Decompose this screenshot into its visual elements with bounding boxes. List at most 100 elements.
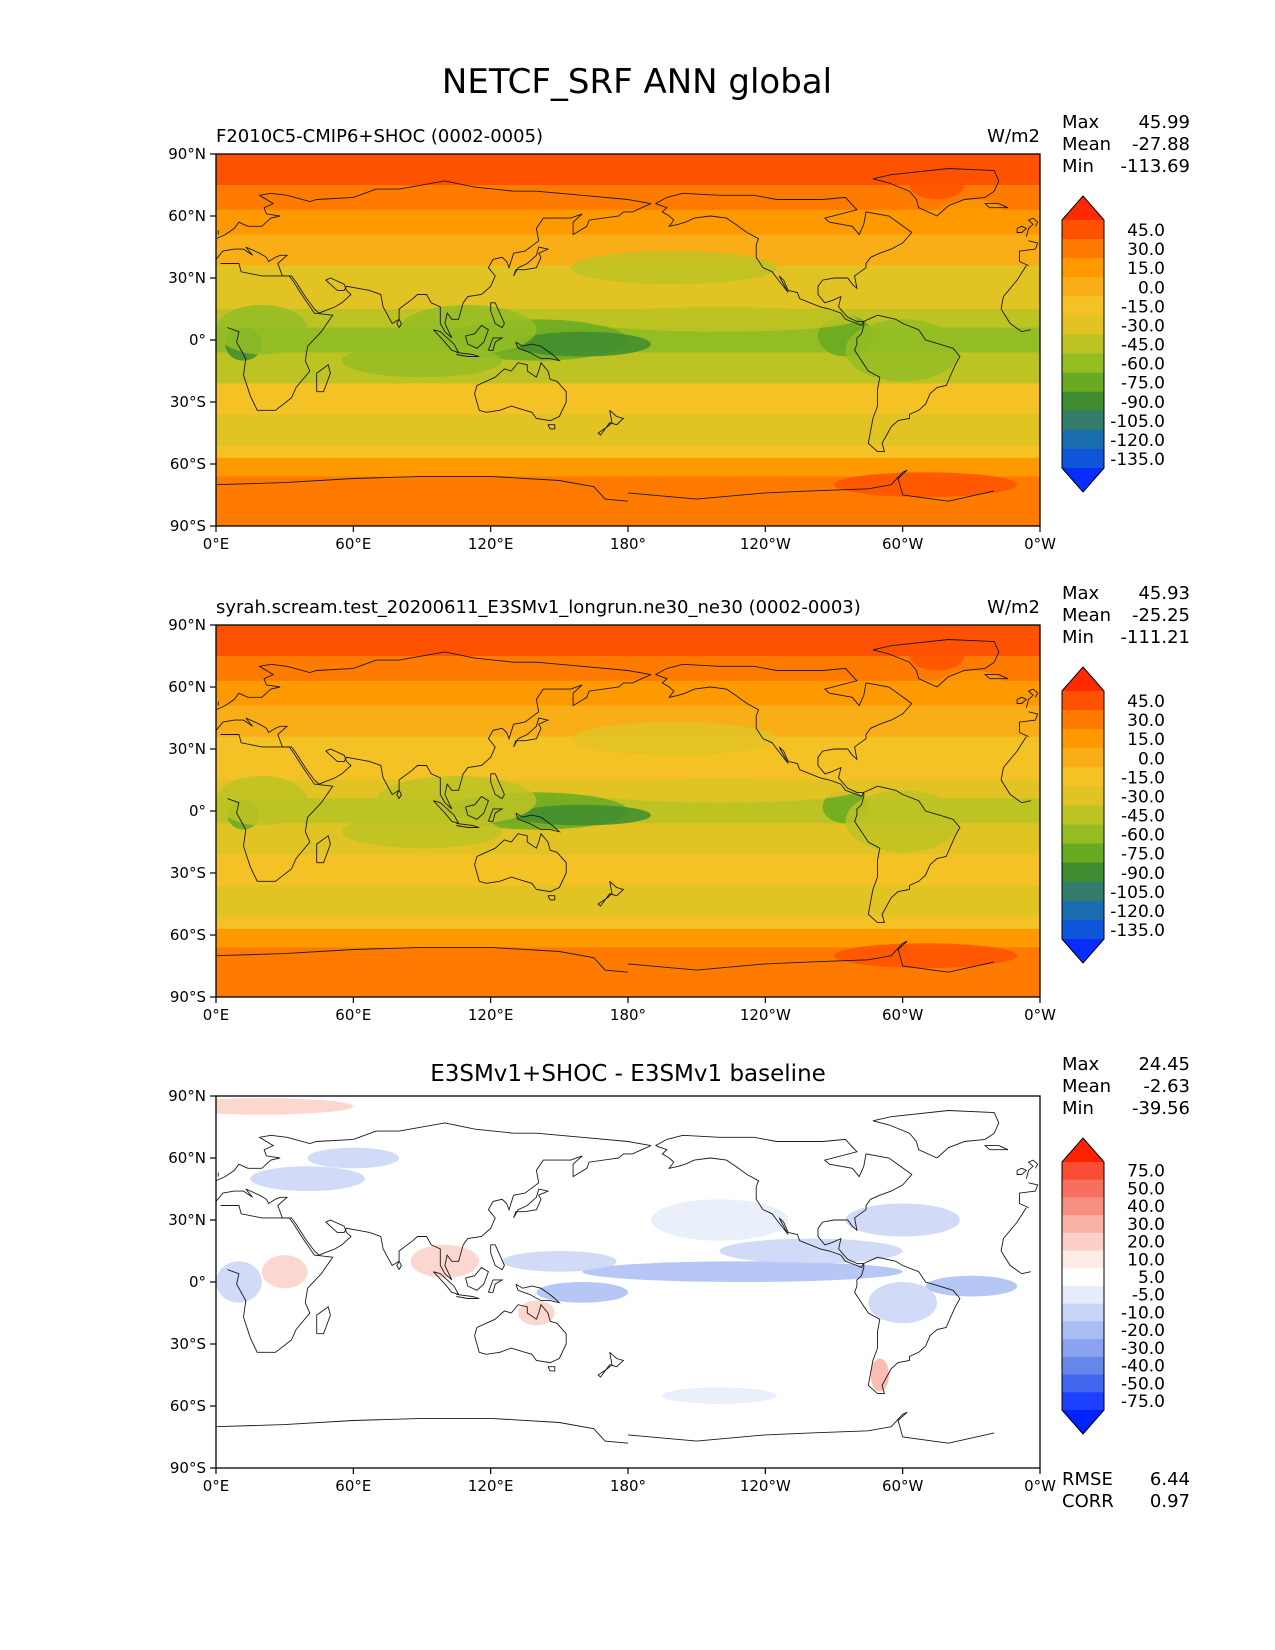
- colorbar-tick-label: -15.0: [1121, 297, 1165, 317]
- colorbar-tick-label: 20.0: [1127, 1233, 1165, 1253]
- coastlines: [216, 168, 1039, 502]
- y-axis: 90°N 60°N 30°N 0° 30°S 60°S 90°S: [168, 1087, 216, 1477]
- x-tick-label: 120°W: [740, 1477, 791, 1495]
- colorbar-segment: [1062, 1232, 1104, 1252]
- x-tick-label: 180°: [610, 1477, 646, 1495]
- colorbar-tick-label: -120.0: [1110, 431, 1165, 451]
- y-tick-label: 30°S: [170, 393, 206, 411]
- stat-label: Min: [1062, 156, 1094, 177]
- colorbar-tick-label: -30.0: [1121, 1339, 1165, 1359]
- y-tick-label: 60°N: [168, 678, 206, 696]
- y-tick-label: 90°N: [168, 616, 206, 634]
- colorbar-tick-label: -90.0: [1121, 393, 1165, 413]
- colorbar-extend-min: [1062, 1410, 1104, 1434]
- colorbar-segment: [1062, 691, 1104, 711]
- stat-value: -113.69: [1121, 156, 1190, 177]
- colorbar-segment: [1062, 900, 1104, 921]
- y-tick-label: 60°S: [170, 1397, 206, 1415]
- colorbar-segment: [1062, 786, 1104, 806]
- colorbar-segment: [1062, 1215, 1104, 1234]
- panel-title: E3SMv1+SHOC - E3SMv1 baseline: [430, 1061, 826, 1087]
- x-tick-label: 0°E: [203, 1006, 230, 1024]
- colorbar-tick-label: -45.0: [1121, 807, 1165, 827]
- stat-label: RMSE: [1062, 1469, 1113, 1490]
- coastlines: [216, 639, 1039, 973]
- colorbar-segment: [1062, 1374, 1104, 1393]
- colorbar-tick-label: -5.0: [1132, 1286, 1165, 1306]
- colorbar-tick-label: -75.0: [1121, 1392, 1165, 1412]
- y-tick-label: 0°: [189, 1273, 206, 1291]
- colorbar-segment: [1062, 767, 1104, 787]
- x-tick-label: 120°E: [468, 535, 514, 553]
- colorbar-tick-label: 30.0: [1127, 1215, 1165, 1235]
- map-field: [216, 625, 1040, 997]
- x-tick-label: 120°W: [740, 535, 791, 553]
- colorbar-tick-label: -105.0: [1110, 412, 1165, 432]
- stat-value: 24.45: [1138, 1054, 1190, 1075]
- y-tick-label: 30°N: [168, 740, 206, 758]
- colorbar: 45.030.015.00.0-15.0-30.0-45.0-60.0-75.0…: [1061, 666, 1165, 964]
- colorbar-tick-label: 15.0: [1127, 730, 1165, 750]
- y-tick-label: 30°N: [168, 269, 206, 287]
- stat-label: Max: [1062, 1054, 1100, 1075]
- y-axis: 90°N 60°N 30°N 0° 30°S 60°S 90°S: [168, 145, 216, 535]
- colorbar-tick-label: -75.0: [1121, 845, 1165, 865]
- stat-value: 45.93: [1138, 583, 1190, 604]
- stat-label: Mean: [1062, 605, 1111, 626]
- stat-value: 45.99: [1138, 112, 1190, 133]
- stats-block: Max 45.93 Mean -25.25 Min -111.21: [1062, 583, 1190, 648]
- x-axis: 0°E 60°E 120°E 180° 120°W 60°W 0°W: [203, 997, 1056, 1024]
- stat-label: Min: [1062, 1098, 1094, 1119]
- colorbar-tick-label: 50.0: [1127, 1179, 1165, 1199]
- colorbar-segment: [1062, 410, 1104, 431]
- stat-label: CORR: [1062, 1491, 1114, 1512]
- stat-label: Min: [1062, 627, 1094, 648]
- colorbar-tick-label: 45.0: [1127, 221, 1165, 241]
- stat-label: Max: [1062, 583, 1100, 604]
- colorbar-tick-label: -50.0: [1121, 1374, 1165, 1394]
- colorbar-tick-label: -105.0: [1110, 883, 1165, 903]
- colorbar-segment: [1062, 239, 1104, 259]
- x-tick-label: 60°E: [335, 1477, 371, 1495]
- colorbar-segment: [1062, 429, 1104, 450]
- x-tick-label: 180°: [610, 1006, 646, 1024]
- panel-reference: syrah.scream.test_20200611_E3SMv1_longru…: [168, 583, 1190, 1024]
- x-tick-label: 0°W: [1024, 1006, 1056, 1024]
- colorbar-tick-label: -60.0: [1121, 355, 1165, 375]
- stats-block: Max 45.99 Mean -27.88 Min -113.69: [1062, 112, 1190, 177]
- y-tick-label: 90°N: [168, 145, 206, 163]
- stat-label: Max: [1062, 112, 1100, 133]
- colorbar-tick-label: 0.0: [1138, 749, 1165, 769]
- colorbar-segment: [1062, 391, 1104, 412]
- y-tick-label: 30°S: [170, 1335, 206, 1353]
- stat-value: -39.56: [1132, 1098, 1190, 1119]
- x-tick-label: 0°E: [203, 535, 230, 553]
- y-tick-label: 60°S: [170, 926, 206, 944]
- map-field: [216, 154, 1040, 526]
- x-tick-label: 60°W: [882, 535, 924, 553]
- colorbar-tick-label: 15.0: [1127, 259, 1165, 279]
- colorbar-tick-label: -60.0: [1121, 826, 1165, 846]
- stat-value: -2.63: [1143, 1076, 1190, 1097]
- y-tick-label: 0°: [189, 802, 206, 820]
- colorbar-tick-label: -45.0: [1121, 336, 1165, 356]
- colorbar-segment: [1062, 1392, 1104, 1411]
- colorbar-segment: [1062, 220, 1104, 240]
- panel-units: W/m2: [987, 126, 1040, 147]
- colorbar-tick-label: -135.0: [1110, 450, 1165, 470]
- stat-value: 0.97: [1150, 1491, 1190, 1512]
- colorbar-segment: [1062, 805, 1104, 826]
- colorbar-segment: [1062, 353, 1104, 374]
- y-tick-label: 0°: [189, 331, 206, 349]
- y-tick-label: 60°N: [168, 1149, 206, 1167]
- colorbar-segment: [1062, 1162, 1104, 1181]
- panel-test: F2010C5-CMIP6+SHOC (0002-0005) W/m2 0°E 6…: [168, 112, 1190, 553]
- stats-block: Max 24.45 Mean -2.63 Min -39.56: [1062, 1054, 1190, 1119]
- colorbar-segment: [1062, 1286, 1104, 1305]
- colorbar-segment: [1062, 1321, 1104, 1340]
- colorbar-segment: [1062, 824, 1104, 845]
- colorbar-extend-max: [1062, 196, 1104, 220]
- colorbar-tick-label: -30.0: [1121, 787, 1165, 807]
- x-tick-label: 60°W: [882, 1006, 924, 1024]
